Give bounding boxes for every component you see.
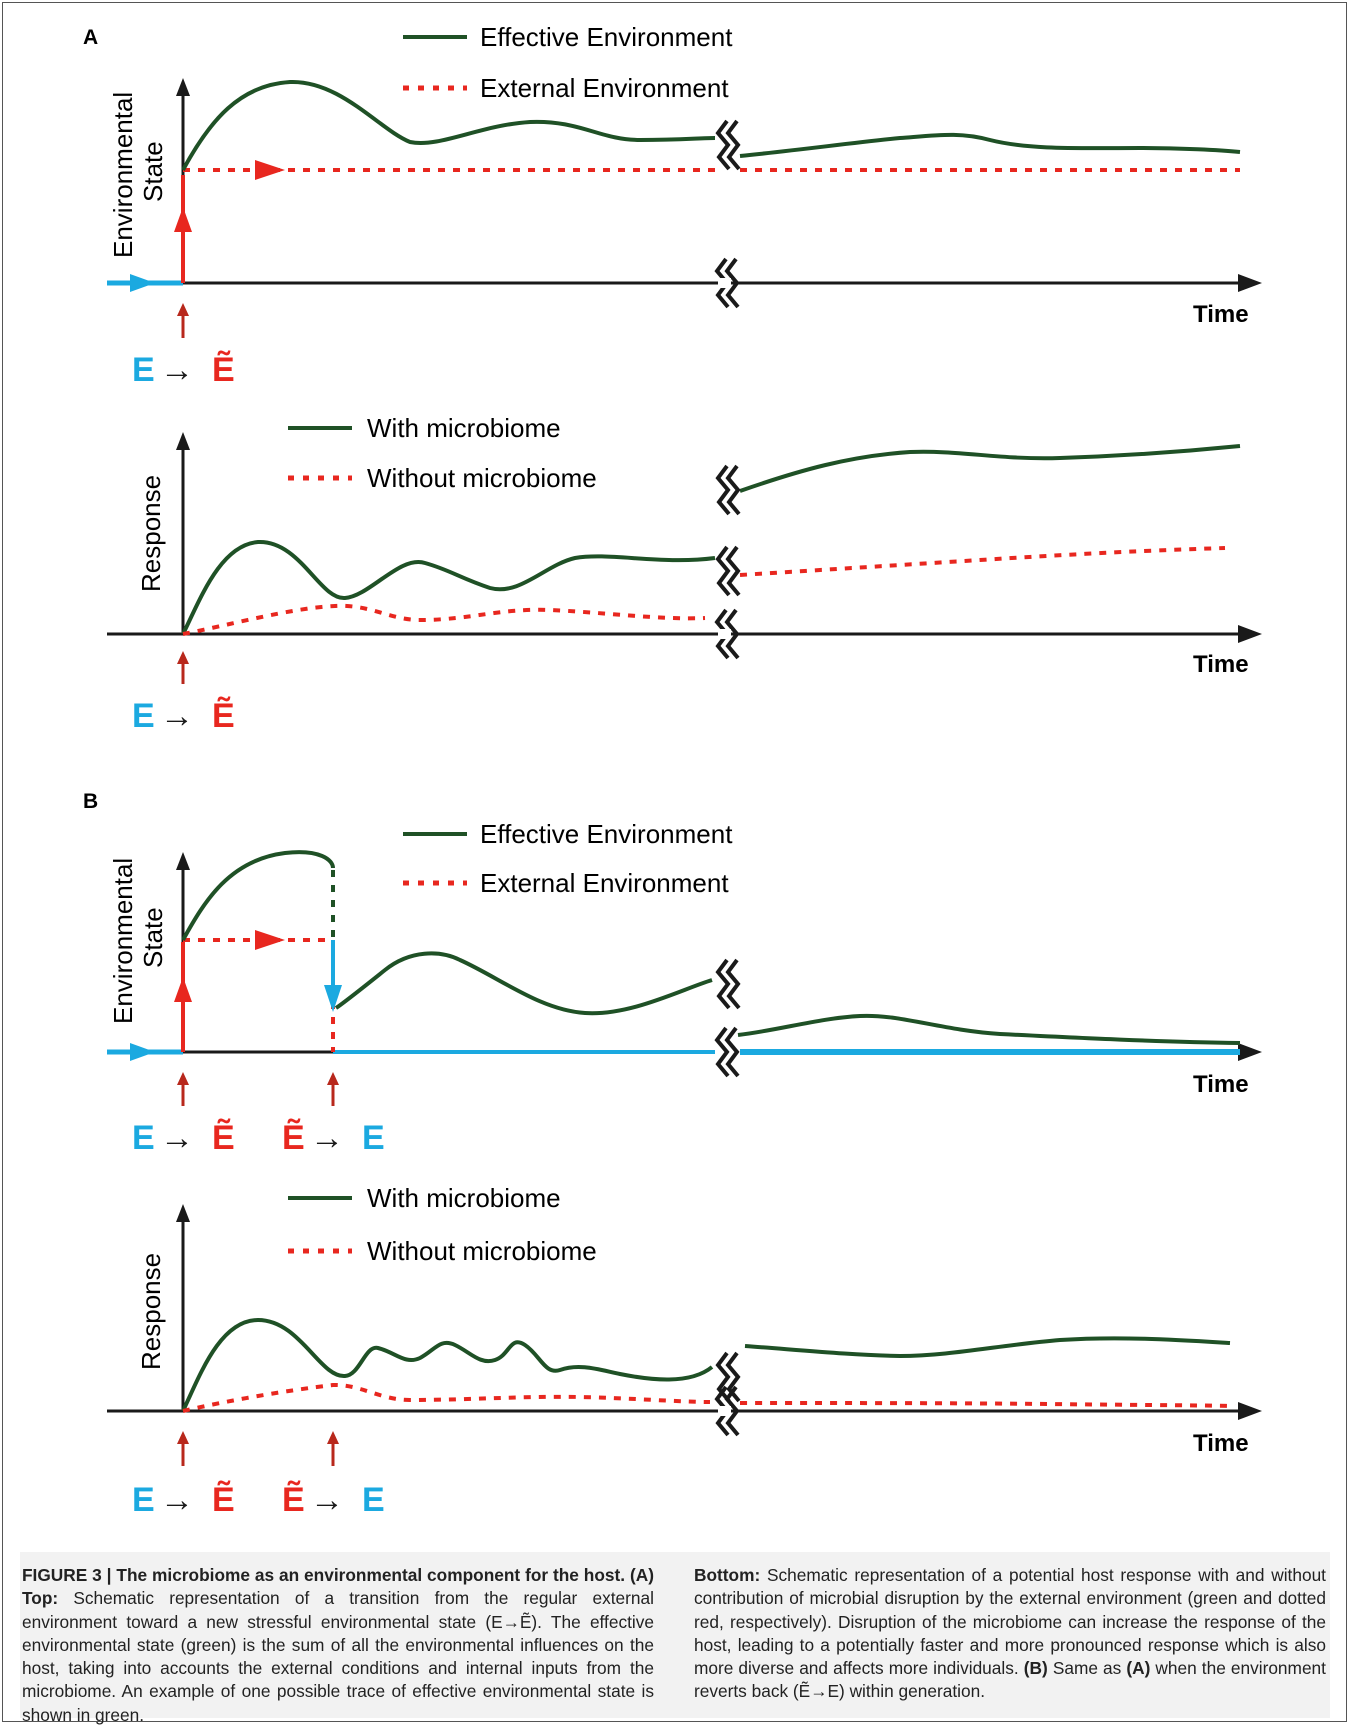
panel-b-top-curve-break-mark bbox=[715, 958, 731, 1010]
panel-a-bottom-transition-marker: E → Ẽ bbox=[132, 651, 235, 735]
panel-b-top-effective-curve-before bbox=[181, 850, 335, 941]
legend-with-microbiome: With microbiome bbox=[367, 413, 561, 443]
legend-external-environment: External Environment bbox=[480, 73, 729, 103]
panel-a-bottom-axes bbox=[107, 432, 1262, 643]
panel-b-bottom-with-curve-late bbox=[744, 1336, 1231, 1359]
panel-b-bottom-without-curve-early bbox=[182, 1382, 711, 1413]
caption-left-column: FIGURE 3 | The microbiome as an environm… bbox=[22, 1564, 654, 1725]
legend-with-microbiome: With microbiome bbox=[367, 1183, 561, 1213]
panel-b-top-effective-curve-late bbox=[737, 1013, 1241, 1045]
panel-b-bottom-transition-markers: E → Ẽ Ẽ → E bbox=[132, 1431, 385, 1519]
panel-b-top-blue-drop-arrow bbox=[324, 940, 342, 1012]
panel-a-bottom-with-curve-early bbox=[181, 539, 716, 635]
panel-a-bottom-without-curve-early bbox=[182, 603, 706, 636]
transition-from: E bbox=[132, 351, 155, 389]
panel-b-top-transition-markers: E → Ẽ Ẽ → E bbox=[132, 1072, 385, 1157]
panel-a-top-time-label: Time bbox=[1193, 301, 1249, 328]
transition-from: Ẽ bbox=[282, 1119, 305, 1157]
transition-from: E bbox=[132, 697, 155, 735]
panel-b-top-legend: Effective Environment External Environme… bbox=[403, 819, 733, 898]
panel-a-top-blue-arrow bbox=[107, 274, 183, 292]
caption-part-a-label: (A) Top: bbox=[22, 1565, 654, 1609]
legend-without-microbiome: Without microbiome bbox=[367, 1236, 597, 1266]
transition-to: E bbox=[362, 1481, 385, 1519]
panel-b-bottom-ylabel: Response bbox=[136, 1253, 166, 1370]
panel-a-top-red-rise-arrow bbox=[174, 175, 192, 283]
transition-arrow: → bbox=[310, 1119, 344, 1157]
caption-part-a-text: Schematic representation of a transition… bbox=[22, 1588, 654, 1725]
transition-from: E bbox=[132, 1119, 155, 1157]
transition-to: E bbox=[362, 1119, 385, 1157]
panel-b-top-ylabel-line1: Environmental bbox=[108, 858, 138, 1024]
panel-b-top-ylabel-line2: State bbox=[138, 907, 168, 968]
figure-caption: FIGURE 3 | The microbiome as an environm… bbox=[20, 1552, 1330, 1725]
figure-diagram: A Effective Environment External Environ… bbox=[83, 22, 1262, 1519]
transition-arrow: → bbox=[160, 351, 194, 389]
panel-b-top-external-line bbox=[183, 930, 335, 1052]
panel-b-bottom-axes bbox=[107, 1204, 1262, 1420]
caption-part-b-label: (B) bbox=[1023, 1658, 1048, 1679]
caption-part-a-ref: (A) bbox=[1126, 1658, 1151, 1679]
legend-external-environment: External Environment bbox=[480, 868, 729, 898]
transition-arrow: → bbox=[310, 1481, 344, 1519]
panel-b-bottom-legend: With microbiome Without microbiome bbox=[288, 1183, 597, 1266]
panel-a-top-transition-marker: E → Ẽ bbox=[132, 303, 235, 389]
caption-bottom-text: Schematic representation of a potential … bbox=[694, 1565, 1326, 1679]
caption-bottom-label: Bottom: bbox=[694, 1565, 761, 1585]
caption-part-b-text-end: when the environment reverts back (Ẽ→E) … bbox=[694, 1658, 1326, 1702]
panel-b-top-axis-break-mark bbox=[714, 1026, 730, 1078]
legend-effective-environment: Effective Environment bbox=[480, 819, 733, 849]
panel-b-bottom-with-curve-early bbox=[181, 1317, 714, 1412]
transition-to: Ẽ bbox=[212, 697, 235, 735]
legend-without-microbiome: Without microbiome bbox=[367, 463, 597, 493]
panel-a-top-axes bbox=[107, 78, 1262, 292]
panel-a-bottom-curve-break-mark bbox=[715, 464, 731, 516]
transition-arrow: → bbox=[160, 1119, 194, 1157]
panel-a-label: A bbox=[83, 26, 98, 49]
transition-from: Ẽ bbox=[282, 1481, 305, 1519]
panel-a-top-curve-break-mark bbox=[715, 119, 731, 171]
panel-a-bottom-with-curve-late bbox=[739, 444, 1241, 493]
panel-b-top-effective-curve-after bbox=[334, 951, 713, 1016]
panel-a-top-ylabel-line1: Environmental bbox=[108, 92, 138, 258]
panel-b-label: B bbox=[83, 790, 98, 813]
panel-b-top-red-rise-arrow bbox=[174, 942, 192, 1052]
transition-from: E bbox=[132, 1481, 155, 1519]
panel-a-bottom-without-curve-late bbox=[739, 546, 1226, 577]
legend-effective-environment: Effective Environment bbox=[480, 22, 733, 52]
panel-a-bottom-ylabel: Response bbox=[136, 475, 166, 592]
panel-a-bottom-legend: With microbiome Without microbiome bbox=[288, 413, 597, 493]
transition-arrow: → bbox=[160, 697, 194, 735]
transition-to: Ẽ bbox=[212, 1481, 235, 1519]
caption-figure-label: FIGURE 3 | The microbiome as an environm… bbox=[22, 1565, 626, 1585]
panel-b-top-blue-baseline bbox=[107, 1043, 1240, 1061]
panel-a-bottom-time-label: Time bbox=[1193, 651, 1249, 678]
transition-arrow: → bbox=[160, 1481, 194, 1519]
panel-a-top-external-line bbox=[183, 160, 1240, 180]
panel-a-top-effective-curve-late bbox=[739, 132, 1241, 158]
panel-a-top-effective-curve-early bbox=[181, 79, 716, 171]
panel-b-top-time-label: Time bbox=[1193, 1071, 1249, 1098]
caption-right-column: Bottom: Schematic representation of a po… bbox=[694, 1564, 1326, 1712]
panel-a-top-ylabel-line2: State bbox=[138, 141, 168, 202]
panel-b-bottom-time-label: Time bbox=[1193, 1430, 1249, 1457]
panel-a-top-legend: Effective Environment External Environme… bbox=[403, 22, 733, 103]
panel-b-bottom-without-curve-late bbox=[739, 1401, 1236, 1408]
transition-to: Ẽ bbox=[212, 351, 235, 389]
caption-part-b-text: Same as bbox=[1052, 1658, 1122, 1679]
transition-to: Ẽ bbox=[212, 1119, 235, 1157]
